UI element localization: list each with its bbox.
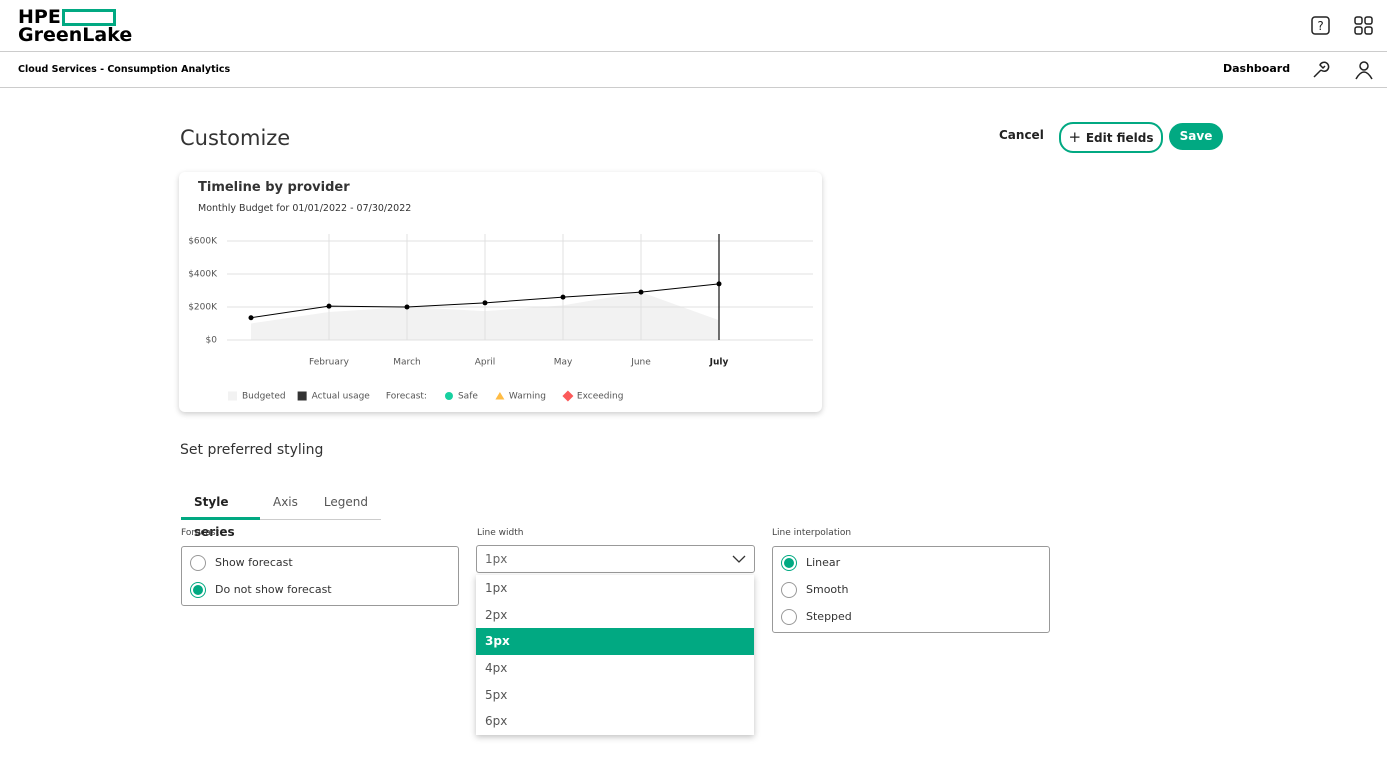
x-tick-label: July (709, 358, 729, 368)
legend-label: Safe (458, 392, 478, 402)
apps-icon[interactable] (1354, 16, 1374, 36)
interpolation-radio-group: Linear Smooth Stepped (772, 546, 1050, 633)
radio-button (190, 554, 206, 571)
legend-swatch (297, 391, 307, 401)
legend-icon (495, 392, 505, 400)
radio-label: Show forecast (215, 556, 293, 569)
tab[interactable]: Axis (273, 495, 298, 509)
radio-option[interactable]: Show forecast (182, 549, 458, 576)
usage-point (248, 315, 254, 321)
dropdown-option[interactable]: 5px (485, 687, 508, 702)
tab[interactable]: Legend (323, 495, 368, 509)
x-tick-label: June (630, 358, 651, 368)
legend-swatch (228, 391, 237, 401)
usage-point (482, 300, 488, 306)
radio-option[interactable]: Linear (773, 549, 1049, 576)
radio-label: Smooth (806, 583, 849, 596)
radio-option[interactable]: Do not show forecast (182, 576, 458, 603)
edit-fields-label: Edit fields (1085, 131, 1154, 145)
chart-subtitle: Monthly Budget for 01/01/2022 - 07/30/20… (198, 203, 412, 214)
tab[interactable]: Style series (181, 487, 260, 539)
help-icon[interactable]: ? (1311, 16, 1331, 36)
select-value: 1px (485, 552, 508, 566)
x-tick-label: March (393, 358, 420, 368)
legend-label: Exceeding (577, 392, 624, 402)
x-tick-label: April (475, 358, 496, 368)
dropdown-option[interactable]: 1px (485, 581, 508, 595)
x-tick-label: May (554, 358, 573, 368)
cancel-button[interactable]: Cancel (999, 128, 1044, 142)
chart-title: Timeline by provider (198, 180, 350, 195)
dropdown-option[interactable]: 4px (485, 661, 508, 676)
section-title: Set preferred styling (180, 442, 324, 458)
dropdown-option[interactable]: 6px (485, 714, 508, 729)
y-tick-label: $600K (188, 237, 218, 247)
legend-label: Budgeted (242, 392, 286, 402)
legend-icon (562, 390, 574, 402)
legend-label: Warning (509, 392, 546, 402)
dropdown-option[interactable]: 3px (476, 628, 754, 656)
brand-bottom: GreenLake (18, 24, 133, 46)
forecast-label: Forecast (181, 528, 220, 538)
forecast-legend-label: Forecast: (386, 392, 427, 402)
radio-option[interactable]: Smooth (773, 576, 1049, 603)
save-button[interactable]: Save (1169, 123, 1223, 150)
line-width-select[interactable]: 1px (476, 545, 755, 573)
line-width-dropdown: 1px 2px 3px 4px 5px 6px (476, 575, 754, 736)
y-tick-label: $400K (188, 270, 218, 280)
sub-bar: Cloud Services - Consumption Analytics D… (0, 52, 1387, 88)
brand-top: HPE (18, 6, 61, 28)
y-tick-label: $200K (188, 303, 218, 313)
usage-point (404, 304, 410, 310)
radio-button (781, 581, 797, 598)
usage-point (638, 289, 644, 295)
x-tick-label: February (309, 358, 350, 368)
dropdown-option[interactable]: 2px (485, 607, 508, 622)
radio-option[interactable]: Stepped (773, 603, 1049, 630)
line-width-label: Line width (477, 528, 524, 538)
usage-point (560, 294, 566, 300)
brand-mark (62, 9, 116, 26)
legend-label: Actual usage (312, 392, 371, 402)
usage-point (716, 281, 722, 287)
legend-icon (444, 392, 453, 400)
radio-button (190, 581, 206, 598)
edit-fields-button[interactable]: + Edit fields (1059, 122, 1163, 153)
tab-bar: Style series Axis Legend (181, 487, 381, 539)
interpolation-label: Line interpolation (772, 528, 852, 538)
forecast-radio-group: Show forecast Do not show forecast (181, 546, 459, 606)
breadcrumb[interactable]: Cloud Services - Consumption Analytics (18, 64, 231, 75)
radio-label: Linear (806, 556, 841, 569)
chart: $0 $200K $400K $600K February March April May Ju… (188, 234, 813, 402)
y-tick-label: $0 (206, 336, 218, 346)
radio-label: Stepped (806, 610, 852, 623)
nav-link[interactable]: Dashboard (1223, 62, 1291, 75)
chart-card: Timeline by provider Monthly Budget for … (179, 172, 822, 412)
radio-button (781, 554, 797, 571)
radio-button (781, 608, 797, 625)
top-bar: HPE GreenLake ? (0, 0, 1387, 52)
tools-icon[interactable] (1311, 60, 1331, 80)
radio-label: Do not show forecast (215, 583, 332, 596)
usage-point (326, 303, 332, 309)
svg-text:?: ? (1317, 19, 1323, 33)
plus-icon: + (1068, 128, 1086, 146)
chevron-icon (732, 555, 746, 563)
user-icon[interactable] (1354, 60, 1374, 80)
page-title: Customize (180, 126, 291, 150)
